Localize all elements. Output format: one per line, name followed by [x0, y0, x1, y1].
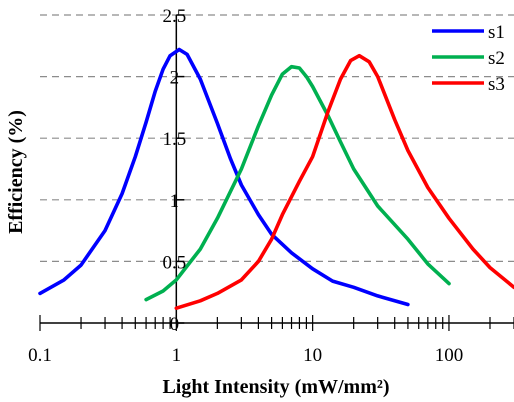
x-tick-label: 100 [435, 345, 464, 366]
y-tick-label: 1.5 [162, 129, 186, 150]
x-tick-label: 0.1 [28, 345, 52, 366]
x-tick-label: 1 [172, 345, 182, 366]
y-tick-label: 1 [170, 191, 180, 212]
data-series [38, 47, 514, 310]
y-tick-label: 0 [170, 314, 180, 335]
tick-labels: 0 0.5 1 1.5 2 2.5 0.1 1 10 100 [28, 6, 463, 366]
series-line-s3 [174, 53, 514, 310]
y-tick-label: 0.5 [162, 252, 186, 273]
series-line-s1 [38, 47, 410, 307]
legend-label-s3: s3 [488, 74, 505, 95]
legend-label-s2: s2 [488, 48, 505, 69]
legend-label-s1: s1 [488, 22, 505, 43]
series-line-s2 [144, 64, 451, 302]
x-axis-title: Light Intensity (mW/mm²) [162, 376, 389, 398]
x-tick-label: 10 [303, 345, 322, 366]
y-tick-label: 2.5 [162, 6, 186, 27]
axes [39, 14, 514, 331]
y-axis-title: Efficiency (%) [5, 110, 27, 234]
legend: s1 s2 s3 [432, 22, 505, 95]
y-tick-label: 2 [170, 68, 180, 89]
